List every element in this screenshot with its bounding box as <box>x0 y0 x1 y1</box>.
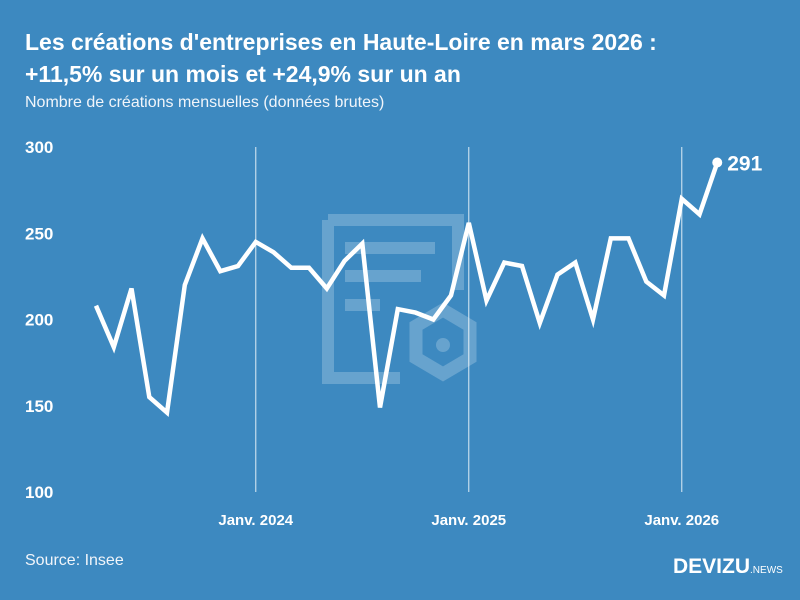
last-value-label: 291 <box>727 153 762 176</box>
x-tick-label: Janv. 2026 <box>644 512 719 529</box>
y-tick-label: 150 <box>25 397 53 416</box>
series-line <box>93 161 720 418</box>
last-point-marker <box>712 157 723 168</box>
y-tick-label: 100 <box>25 483 53 502</box>
y-tick-label: 200 <box>25 311 53 330</box>
y-tick-label: 300 <box>25 138 53 157</box>
source-note: Source: Insee <box>25 552 124 569</box>
x-tick-label: Janv. 2024 <box>218 512 293 529</box>
title-line-1: Les créations d'entreprises en Haute-Loi… <box>25 29 657 55</box>
chart-title: Les créations d'entreprises en Haute-Loi… <box>25 26 657 90</box>
logo-suffix: NEWS <box>752 565 783 576</box>
x-tick-label: Janv. 2025 <box>431 512 506 529</box>
logo-main: DEVIZU <box>673 555 751 578</box>
y-tick-label: 250 <box>25 224 53 243</box>
title-line-2: +11,5% sur un mois et +24,9% sur un an <box>25 61 461 87</box>
chart-subtitle: Nombre de créations mensuelles (données … <box>25 94 385 111</box>
devizu-logo: DEVIZU.NEWS <box>673 555 783 578</box>
